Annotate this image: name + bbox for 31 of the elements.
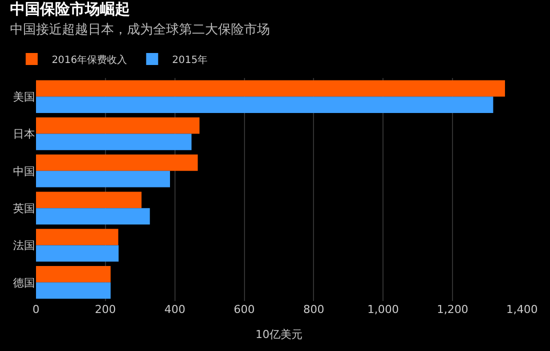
bar <box>36 282 111 299</box>
y-tick-label: 法国 <box>13 239 35 252</box>
x-tick-label: 0 <box>32 303 40 316</box>
bar <box>36 134 192 150</box>
y-tick-label: 美国 <box>13 90 35 104</box>
x-tick-label: 400 <box>164 303 186 316</box>
x-tick-label: 600 <box>234 303 255 316</box>
bar <box>36 117 200 134</box>
x-tick-label: 1,200 <box>436 303 468 316</box>
bar <box>36 96 494 113</box>
bar <box>36 170 170 188</box>
x-tick-label: 1,400 <box>506 303 538 316</box>
legend-label: 2015年 <box>172 54 208 66</box>
y-tick-label: 中国 <box>13 164 35 178</box>
bar <box>36 228 118 246</box>
x-axis-title: 10亿美元 <box>256 328 302 342</box>
x-tick-label: 800 <box>303 303 324 316</box>
bar <box>36 80 505 97</box>
bar <box>36 192 142 208</box>
chart-subtitle: 中国接近超越日本，成为全球第二大保险市场 <box>10 22 270 38</box>
bar <box>36 154 198 171</box>
y-tick-label: 日本 <box>13 128 35 141</box>
legend-label: 2016年保费收入 <box>52 54 128 66</box>
bar <box>36 266 111 282</box>
bar <box>36 245 119 262</box>
chart-title: 中国保险市场崛起 <box>10 0 130 18</box>
y-tick-label: 德国 <box>13 276 35 290</box>
x-tick-label: 1,000 <box>367 303 399 316</box>
x-tick-label: 200 <box>94 303 116 316</box>
y-tick-label: 英国 <box>13 202 35 215</box>
bar <box>36 208 150 224</box>
